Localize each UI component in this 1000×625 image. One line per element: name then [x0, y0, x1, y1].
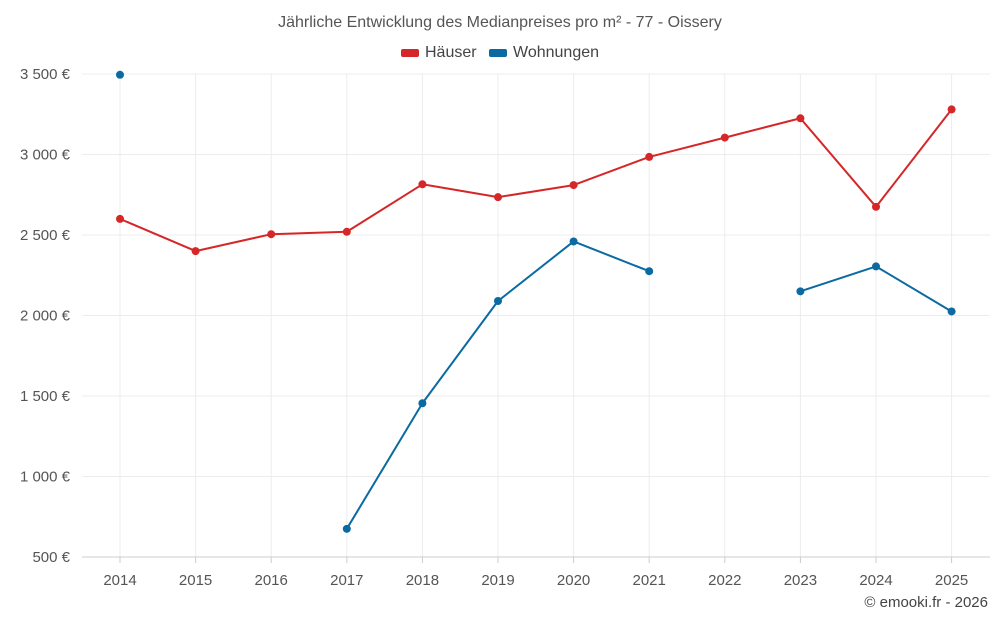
x-tick-label: 2017: [330, 572, 363, 589]
y-tick-label: 3 000 €: [20, 147, 71, 164]
data-point-haeuser-2025[interactable]: [947, 105, 956, 114]
grid: [82, 73, 990, 557]
data-point-wohnungen-2017[interactable]: [342, 524, 351, 533]
x-tick-label: 2024: [859, 572, 892, 589]
data-point-haeuser-2014[interactable]: [116, 214, 124, 223]
data-point-wohnungen-2014[interactable]: [116, 70, 124, 79]
data-point-haeuser-2016[interactable]: [267, 230, 276, 239]
legend-label-wohnungen: Wohnungen: [513, 44, 600, 61]
data-point-wohnungen-2024[interactable]: [872, 262, 880, 271]
legend-label-haeuser: Häuser: [424, 44, 477, 61]
y-tick-label: 3 500 €: [20, 66, 71, 83]
data-point-wohnungen-2025[interactable]: [947, 307, 956, 316]
data-point-haeuser-2020[interactable]: [569, 181, 578, 190]
data-point-wohnungen-2018[interactable]: [418, 399, 427, 408]
data-point-wohnungen-2020[interactable]: [569, 237, 578, 246]
x-tick-label: 2018: [406, 572, 439, 589]
x-tick-label: 2015: [179, 572, 212, 589]
legend-swatch-wohnungen: [489, 49, 508, 57]
axes: 500 € 1 000 € 1 500 € 2 000 € 2 500 € 3 000 €…: [20, 66, 990, 589]
x-tick-label: 2019: [481, 572, 514, 589]
data-point-wohnungen-2019[interactable]: [494, 297, 502, 306]
data-point-haeuser-2018[interactable]: [418, 180, 427, 189]
x-tick-label: 2016: [255, 572, 288, 589]
data-point-haeuser-2024[interactable]: [872, 202, 880, 211]
data-point-haeuser-2022[interactable]: [720, 133, 729, 142]
y-tick-label: 2 000 €: [20, 308, 71, 325]
data-point-haeuser-2015[interactable]: [191, 247, 200, 256]
legend-swatch-haeuser: [400, 49, 419, 57]
series-layer: [116, 70, 956, 533]
x-tick-label: 2025: [935, 572, 968, 589]
y-tick-label: 1 000 €: [20, 469, 71, 486]
x-tick-label: 2021: [633, 572, 666, 589]
legend: Häuser Wohnungen: [0, 44, 1000, 62]
data-point-wohnungen-2021[interactable]: [645, 267, 654, 276]
x-tick-label: 2014: [103, 572, 136, 589]
credit-text: © emooki.fr - 2026: [864, 594, 988, 611]
y-tick-label: 2 500 €: [20, 227, 71, 244]
data-point-haeuser-2017[interactable]: [342, 227, 351, 236]
x-tick-label: 2020: [557, 572, 590, 589]
legend-item-haeuser[interactable]: Häuser: [400, 44, 477, 62]
x-tick-label: 2023: [784, 572, 817, 589]
data-point-haeuser-2021[interactable]: [645, 152, 654, 161]
data-point-haeuser-2019[interactable]: [494, 193, 502, 202]
chart-title: Jährliche Entwicklung des Medianpreises …: [278, 14, 722, 31]
y-tick-label: 500 €: [32, 549, 70, 566]
x-tick-label: 2022: [708, 572, 741, 589]
data-point-wohnungen-2023[interactable]: [796, 287, 805, 296]
legend-item-wohnungen[interactable]: Wohnungen: [489, 44, 599, 62]
y-tick-label: 1 500 €: [20, 388, 71, 405]
data-point-haeuser-2023[interactable]: [796, 114, 805, 123]
series-line-haeuser: [119, 108, 953, 253]
